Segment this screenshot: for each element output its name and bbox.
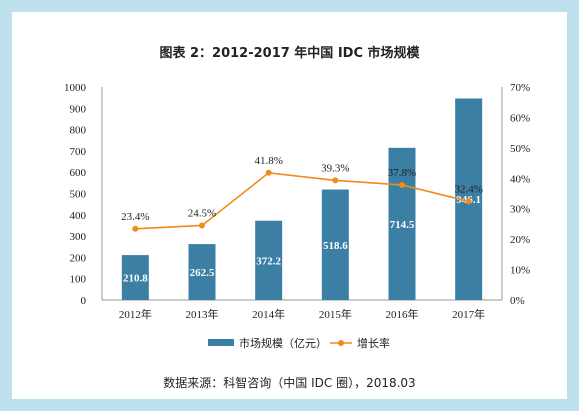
left-tick-label: 1000 — [64, 82, 87, 94]
left-tick-label: 500 — [70, 189, 87, 201]
legend-line-label: 增长率 — [357, 336, 390, 350]
bar-value-label: 262.5 — [190, 267, 215, 279]
growth-point — [132, 225, 139, 232]
x-tick-label: 2013年 — [186, 307, 219, 321]
bar — [321, 189, 349, 300]
left-tick-label: 300 — [70, 231, 87, 243]
left-tick-label: 400 — [70, 210, 87, 222]
x-tick-label: 2015年 — [319, 307, 352, 321]
bar — [121, 255, 149, 300]
right-tick-label: 20% — [510, 234, 530, 246]
left-tick-label: 200 — [70, 252, 87, 264]
x-tick-label: 2016年 — [386, 307, 419, 321]
right-tick-label: 50% — [510, 143, 530, 155]
left-tick-label: 700 — [70, 146, 87, 158]
chart-plot: 0 100 200 300 400 500 600 700 800 900 1000 0% 10% 20%… — [64, 82, 530, 350]
growth-line — [135, 171, 469, 230]
legend-line-marker — [338, 340, 344, 346]
x-tick-label: 2017年 — [452, 307, 485, 321]
legend-bar-label: 市场规模（亿元） — [239, 336, 327, 350]
chart-frame: 图表 2：2012-2017 年中国 IDC 市场规模 0 100 200 300 40… — [12, 12, 567, 399]
x-tick-label: 2014年 — [252, 307, 285, 321]
growth-value-label: 23.4% — [121, 211, 149, 223]
right-tick-label: 10% — [510, 265, 530, 277]
growth-value-label: 37.8% — [388, 167, 416, 179]
left-tick-label: 800 — [70, 125, 87, 137]
bar-value-label: 714.5 — [390, 219, 415, 231]
growth-point — [399, 181, 405, 188]
growth-value-label: 24.5% — [188, 207, 216, 219]
x-tick-label: 2012年 — [119, 307, 152, 321]
right-tick-label: 0% — [510, 295, 525, 307]
bar — [188, 244, 216, 300]
bar-value-label: 372.2 — [256, 255, 281, 267]
chart-title: 图表 2：2012-2017 年中国 IDC 市场规模 — [159, 46, 420, 61]
left-tick-label: 0 — [81, 295, 87, 307]
growth-point — [199, 222, 205, 229]
right-tick-label: 40% — [510, 173, 530, 185]
bar-value-label: 518.6 — [323, 240, 348, 252]
growth-point — [265, 169, 272, 176]
growth-value-label: 41.8% — [254, 155, 282, 167]
bar — [388, 147, 416, 300]
growth-point — [465, 198, 472, 205]
left-tick-label: 100 — [70, 274, 87, 286]
bar-value-label: 210.8 — [123, 273, 148, 285]
bar — [255, 220, 283, 300]
left-tick-label: 900 — [70, 103, 87, 115]
right-tick-label: 70% — [510, 82, 530, 94]
growth-value-label: 32.4% — [454, 183, 482, 195]
left-tick-label: 600 — [70, 167, 87, 179]
chart-source: 数据来源：科智咨询（中国 IDC 圈），2018.03 — [163, 376, 416, 390]
right-tick-label: 60% — [510, 112, 530, 124]
growth-value-label: 39.3% — [321, 162, 349, 174]
growth-point — [332, 177, 339, 184]
legend-bar-swatch — [208, 339, 234, 346]
right-tick-label: 30% — [510, 204, 530, 216]
